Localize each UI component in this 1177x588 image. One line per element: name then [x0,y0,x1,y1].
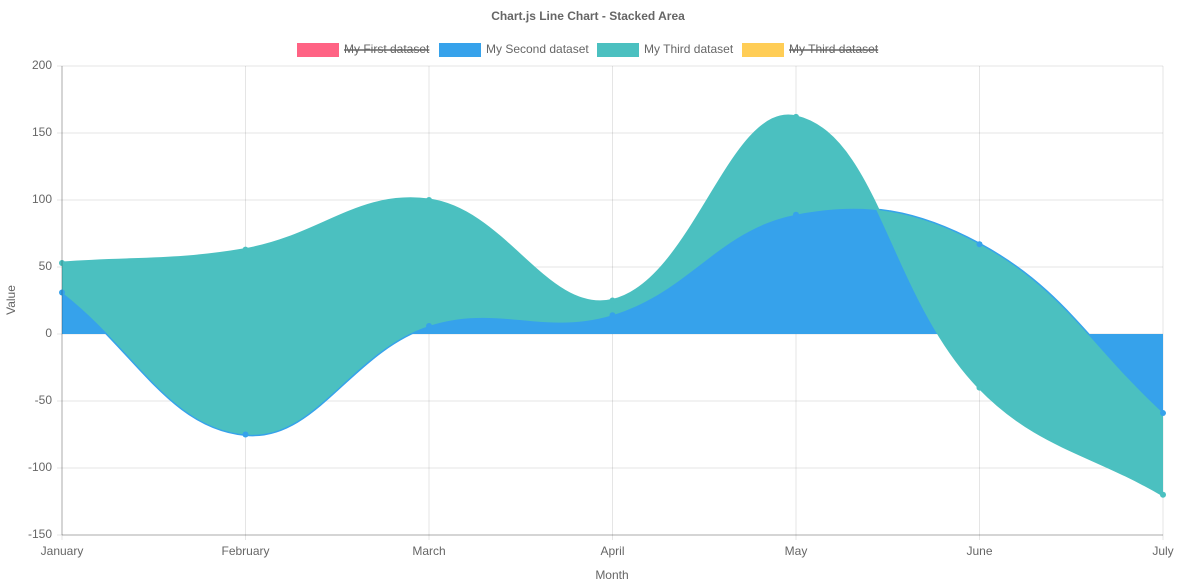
x-axis-label: Month [595,568,628,582]
x-tick-label: June [966,544,992,558]
y-tick-label: 150 [32,125,52,139]
point [976,384,983,391]
point [426,322,432,329]
x-tick-label: March [412,544,445,558]
point [1160,491,1166,498]
y-tick-label: -100 [28,460,52,474]
legend-label[interactable]: My Second dataset [486,42,589,56]
point [609,297,616,304]
point [59,259,65,266]
y-tick-label: 200 [32,58,52,72]
x-tick-label: July [1152,544,1173,558]
legend-swatch[interactable] [742,43,784,57]
point [1160,410,1166,417]
y-tick-label: -50 [35,393,53,407]
point [609,312,616,319]
point [242,246,249,253]
x-tick-label: May [785,544,808,558]
y-tick-label: 0 [45,326,52,340]
point [242,431,249,438]
y-tick-label: 100 [32,192,52,206]
chart-title: Chart.js Line Chart - Stacked Area [491,9,685,23]
legend-swatch[interactable] [439,43,481,57]
y-tick-label: 50 [39,259,53,273]
point [426,197,432,203]
legend-swatch[interactable] [297,43,339,57]
x-tick-label: January [41,544,84,558]
legend-label[interactable]: My Third dataset [644,42,734,56]
point [793,113,799,120]
line [61,114,1164,497]
y-tick-label: -150 [28,527,52,541]
x-tick-label: April [600,544,624,558]
point [976,241,983,248]
legend-swatch[interactable] [597,43,639,57]
y-axis-label: Value [4,285,18,315]
point [793,211,799,218]
legend-label[interactable]: My First dataset [344,42,430,56]
x-tick-label: February [221,544,269,558]
point [59,289,65,296]
legend-label[interactable]: My Third dataset [789,42,879,56]
area [62,115,1163,495]
